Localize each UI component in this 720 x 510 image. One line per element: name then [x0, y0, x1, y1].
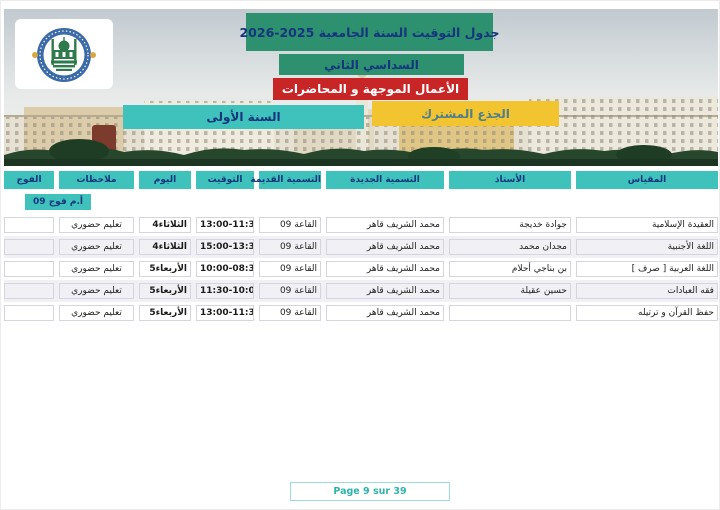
cell-group	[4, 283, 54, 299]
table-header-row: الفوج ملاحظات اليوم التوقيت التسمية القد…	[4, 171, 718, 189]
mosque-icon	[51, 37, 77, 71]
table-body: تعليم حضوري الثلاثاء4 13:00-11:30 القاعة…	[4, 214, 718, 324]
cell-teacher: جوادة خديجة	[449, 217, 571, 233]
cell-time: 13:00-11:30	[196, 305, 254, 321]
cell-old-name: القاعة 09	[259, 239, 321, 255]
column-header-group: الفوج	[4, 171, 54, 189]
cell-new-name: محمد الشريف قاهر	[326, 261, 444, 277]
column-header-day: اليوم	[139, 171, 191, 189]
column-header-subject: المقياس	[576, 171, 718, 189]
semester-banner: السداسي الثاني	[279, 54, 464, 75]
group-badge: أ.م فوج 09	[25, 194, 91, 210]
cell-subject: حفظ القرآن و ترتيله	[576, 305, 718, 321]
cell-new-name: محمد الشريف قاهر	[326, 305, 444, 321]
cell-day: الأربعاء5	[139, 261, 191, 277]
table-row: تعليم حضوري الأربعاء5 13:00-11:30 القاعة…	[4, 302, 718, 324]
cell-group	[4, 305, 54, 321]
table-row: تعليم حضوري الثلاثاء4 15:00-13:30 القاعة…	[4, 236, 718, 258]
cell-teacher: بن بناجي أحلام	[449, 261, 571, 277]
cell-notes: تعليم حضوري	[59, 283, 134, 299]
cell-new-name: محمد الشريف قاهر	[326, 239, 444, 255]
session-type-banner: الأعمال الموجهة و المحاضرات	[273, 78, 468, 100]
cell-teacher: مجدان محمد	[449, 239, 571, 255]
cell-notes: تعليم حضوري	[59, 261, 134, 277]
cell-teacher: حسين عقيلة	[449, 283, 571, 299]
timetable: الفوج ملاحظات اليوم التوقيت التسمية القد…	[4, 171, 718, 324]
cell-time: 15:00-13:30	[196, 239, 254, 255]
cell-old-name: القاعة 09	[259, 261, 321, 277]
university-logo	[32, 28, 96, 82]
cell-new-name: محمد الشريف قاهر	[326, 283, 444, 299]
cell-old-name: القاعة 09	[259, 217, 321, 233]
title-banner: جدول التوقيت السنة الجامعية 2025-2026	[239, 13, 500, 51]
cell-group	[4, 261, 54, 277]
column-header-teacher: الأستاذ	[449, 171, 571, 189]
column-header-old-name: التسمية القديمة	[250, 171, 321, 189]
page-indicator: Page 9 sur 39	[290, 482, 450, 501]
cell-day: الثلاثاء4	[139, 239, 191, 255]
cell-day: الثلاثاء4	[139, 217, 191, 233]
cell-day: الأربعاء5	[139, 283, 191, 299]
cell-time: 13:00-11:30	[196, 217, 254, 233]
table-row: تعليم حضوري الأربعاء5 11:30-10:00 القاعة…	[4, 280, 718, 302]
year-banner: السنة الأولى	[123, 105, 364, 129]
cell-time: 11:30-10:00	[196, 283, 254, 299]
cell-subject: العقيدة الإسلامية	[576, 217, 718, 233]
cell-time: 10:00-08:30	[196, 261, 254, 277]
branch-banner: الجذع المشترك	[372, 101, 559, 126]
cell-subject: اللغة العربية [ صرف ]	[576, 261, 718, 277]
logo-card	[15, 19, 113, 89]
cell-old-name: القاعة 09	[259, 305, 321, 321]
cell-day: الأربعاء5	[139, 305, 191, 321]
cell-old-name: القاعة 09	[259, 283, 321, 299]
table-row: تعليم حضوري الأربعاء5 10:00-08:30 القاعة…	[4, 258, 718, 280]
column-header-notes: ملاحظات	[59, 171, 134, 189]
column-header-time: التوقيت	[196, 171, 254, 189]
cell-teacher	[449, 305, 571, 321]
table-row: تعليم حضوري الثلاثاء4 13:00-11:30 القاعة…	[4, 214, 718, 236]
cell-group	[4, 217, 54, 233]
cell-notes: تعليم حضوري	[59, 239, 134, 255]
cell-subject: اللغة الأجنبية	[576, 239, 718, 255]
cell-subject: فقه العبادات	[576, 283, 718, 299]
column-header-new-name: التسمية الجديدة	[326, 171, 444, 189]
cell-notes: تعليم حضوري	[59, 217, 134, 233]
cell-notes: تعليم حضوري	[59, 305, 134, 321]
cell-new-name: محمد الشريف قاهر	[326, 217, 444, 233]
cell-group	[4, 239, 54, 255]
